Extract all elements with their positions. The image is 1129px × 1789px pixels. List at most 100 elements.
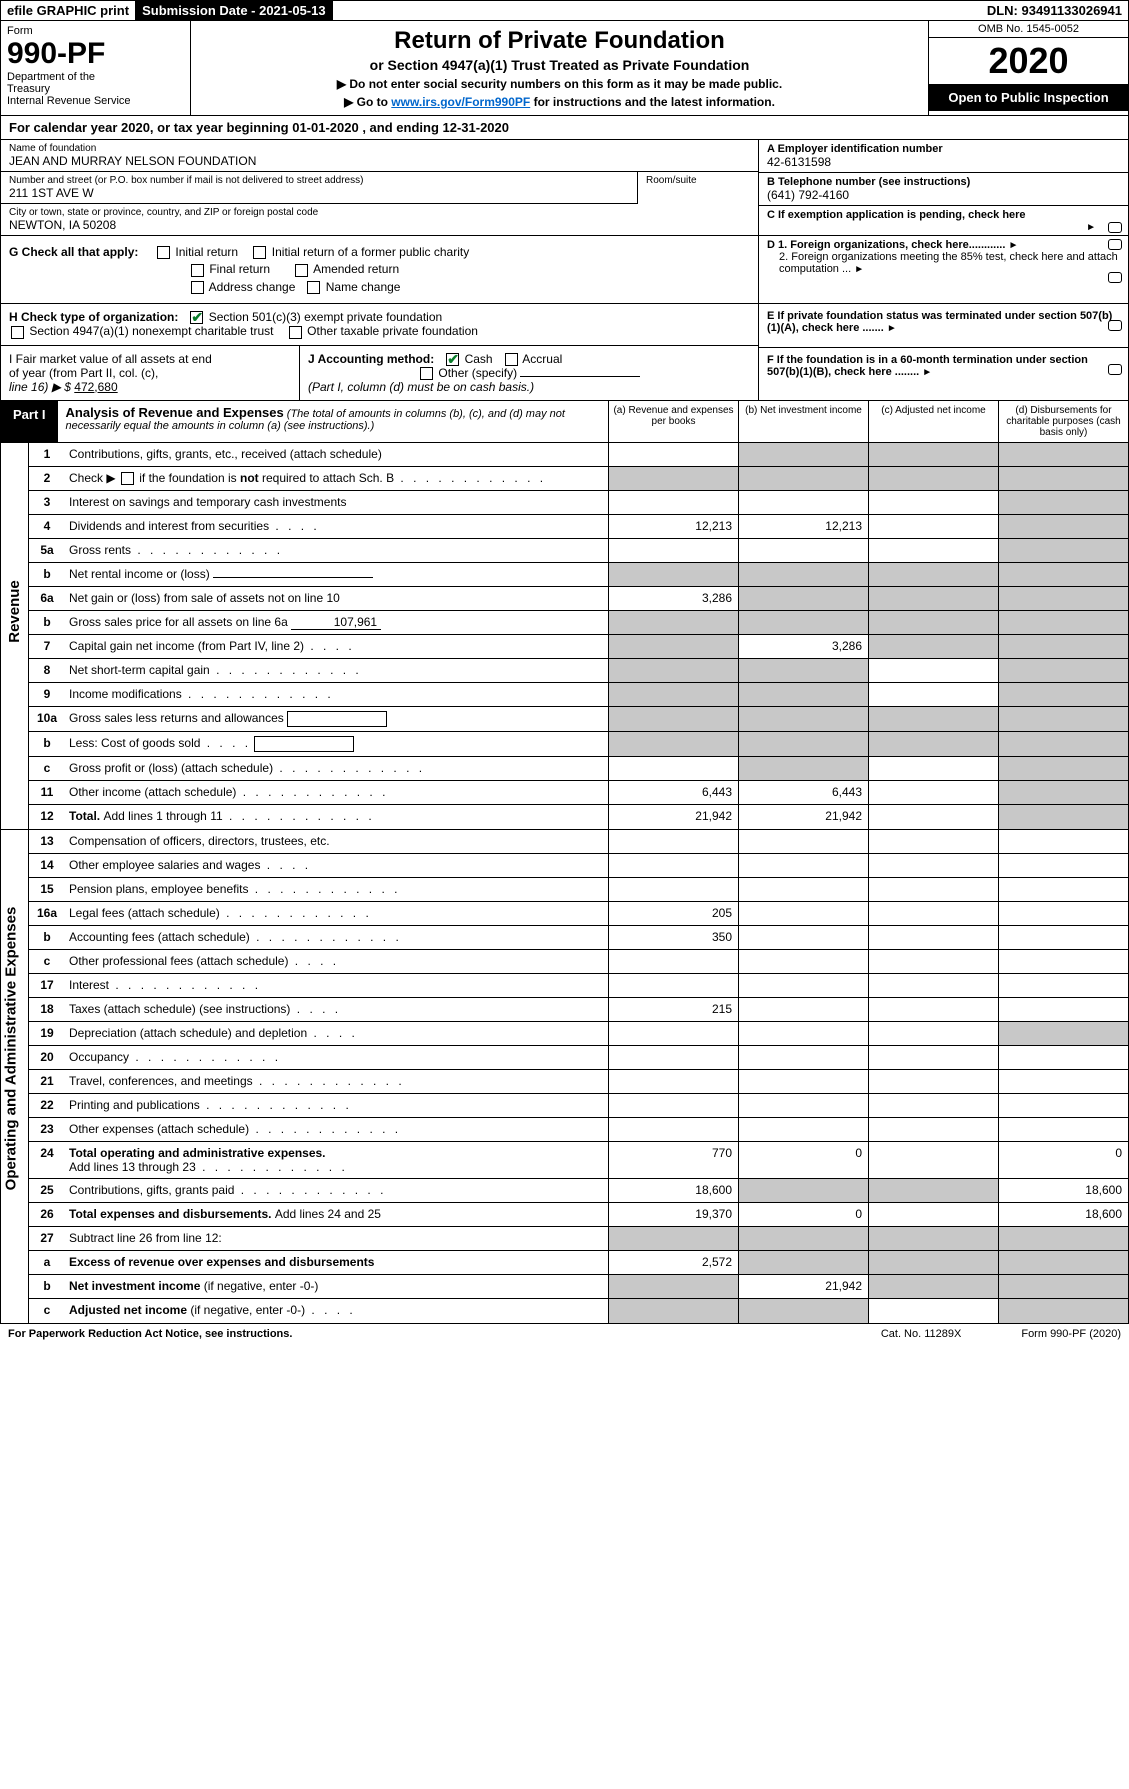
r8-desc: Net short-term capital gain bbox=[65, 659, 608, 682]
ein-label: A Employer identification number bbox=[767, 143, 1120, 155]
j-note: (Part I, column (d) must be on cash basi… bbox=[308, 380, 534, 394]
expenses-label: Operating and Administrative Expenses bbox=[2, 906, 19, 1190]
irs-link[interactable]: www.irs.gov/Form990PF bbox=[391, 95, 530, 109]
city-cell: City or town, state or province, country… bbox=[1, 204, 758, 235]
r2c: not bbox=[240, 471, 259, 485]
r17-desc: Interest bbox=[65, 974, 608, 997]
submission-date: Submission Date - 2021-05-13 bbox=[136, 1, 333, 20]
section-h: H Check type of organization: Section 50… bbox=[1, 304, 758, 346]
r11-col-b: 6,443 bbox=[738, 781, 868, 804]
r25-desc: Contributions, gifts, grants paid bbox=[65, 1179, 608, 1202]
header-left: Form 990-PF Department of the Treasury I… bbox=[1, 21, 191, 115]
row-5a: 5aGross rents bbox=[29, 539, 1128, 563]
dept-line2: Treasury bbox=[7, 83, 184, 95]
row-21: 21Travel, conferences, and meetings bbox=[29, 1070, 1128, 1094]
form-word: Form bbox=[7, 25, 184, 37]
r24-desc: Total operating and administrative expen… bbox=[65, 1142, 608, 1178]
r12-desc: Total. Add lines 1 through 11 bbox=[65, 805, 608, 829]
r25-col-a: 18,600 bbox=[608, 1179, 738, 1202]
r18-desc: Taxes (attach schedule) (see instruction… bbox=[65, 998, 608, 1021]
accrual-checkbox[interactable] bbox=[505, 353, 518, 366]
ein-cell: A Employer identification number 42-6131… bbox=[759, 140, 1128, 173]
r9-text: Income modifications bbox=[69, 687, 182, 701]
expenses-rows: 13Compensation of officers, directors, t… bbox=[29, 830, 1128, 1323]
r10b-desc: Less: Cost of goods sold bbox=[65, 732, 608, 756]
d1-checkbox[interactable] bbox=[1108, 239, 1122, 250]
c-checkbox[interactable] bbox=[1108, 222, 1122, 233]
r1-desc: Contributions, gifts, grants, etc., rece… bbox=[65, 443, 608, 466]
row-10b: bLess: Cost of goods sold bbox=[29, 732, 1128, 757]
g-o1: Initial return bbox=[175, 245, 238, 259]
r27c-text: (if negative, enter -0-) bbox=[187, 1303, 305, 1317]
d2-label: 2. Foreign organizations meeting the 85%… bbox=[779, 251, 1118, 275]
i-line1: I Fair market value of all assets at end bbox=[9, 352, 299, 366]
section-g-d: G Check all that apply: Initial return I… bbox=[0, 236, 1129, 304]
address-change-checkbox[interactable] bbox=[191, 281, 204, 294]
r18-col-a: 215 bbox=[608, 998, 738, 1021]
section-j: J Accounting method: Cash Accrual Other … bbox=[299, 346, 750, 400]
r26-bold: Total expenses and disbursements. bbox=[69, 1207, 275, 1221]
r5a-text: Gross rents bbox=[69, 543, 131, 557]
name-value: JEAN AND MURRAY NELSON FOUNDATION bbox=[9, 154, 750, 168]
r19-desc: Depreciation (attach schedule) and deple… bbox=[65, 1022, 608, 1045]
note-link: ▶ Go to www.irs.gov/Form990PF for instru… bbox=[197, 95, 922, 109]
4947-checkbox[interactable] bbox=[11, 326, 24, 339]
d2-checkbox[interactable] bbox=[1108, 272, 1122, 283]
f-checkbox[interactable] bbox=[1108, 364, 1122, 375]
dept-line3: Internal Revenue Service bbox=[7, 95, 184, 107]
address-value: 211 1ST AVE W bbox=[9, 186, 629, 200]
r26-text: Add lines 24 and 25 bbox=[275, 1207, 381, 1221]
r15-text: Pension plans, employee benefits bbox=[69, 882, 248, 896]
r26-col-d: 18,600 bbox=[998, 1203, 1128, 1226]
g-label: G Check all that apply: bbox=[9, 245, 138, 259]
501c3-checkbox[interactable] bbox=[190, 311, 203, 324]
row-25: 25Contributions, gifts, grants paid18,60… bbox=[29, 1179, 1128, 1203]
r6b-desc: Gross sales price for all assets on line… bbox=[65, 611, 608, 634]
row-8: 8Net short-term capital gain bbox=[29, 659, 1128, 683]
name-label: Name of foundation bbox=[9, 143, 750, 154]
r16b-desc: Accounting fees (attach schedule) bbox=[65, 926, 608, 949]
h-o1: Section 501(c)(3) exempt private foundat… bbox=[209, 310, 442, 324]
row-23: 23Other expenses (attach schedule) bbox=[29, 1118, 1128, 1142]
header-center: Return of Private Foundation or Section … bbox=[191, 21, 928, 115]
amended-return-checkbox[interactable] bbox=[295, 264, 308, 277]
i-line2: of year (from Part II, col. (c), bbox=[9, 366, 299, 380]
r16a-text: Legal fees (attach schedule) bbox=[69, 906, 220, 920]
row-3: 3Interest on savings and temporary cash … bbox=[29, 491, 1128, 515]
r2-desc: Check ▶ if the foundation is not require… bbox=[65, 467, 608, 490]
r16b-text: Accounting fees (attach schedule) bbox=[69, 930, 250, 944]
other-taxable-checkbox[interactable] bbox=[289, 326, 302, 339]
r16a-col-a: 205 bbox=[608, 902, 738, 925]
r26-col-a: 19,370 bbox=[608, 1203, 738, 1226]
dept-line1: Department of the bbox=[7, 71, 184, 83]
sch-b-checkbox[interactable] bbox=[121, 472, 134, 485]
r4-col-a: 12,213 bbox=[608, 515, 738, 538]
address-label: Number and street (or P.O. box number if… bbox=[9, 175, 629, 186]
r12-col-b: 21,942 bbox=[738, 805, 868, 829]
cash-checkbox[interactable] bbox=[446, 353, 459, 366]
row-27c: cAdjusted net income (if negative, enter… bbox=[29, 1299, 1128, 1323]
section-hij: H Check type of organization: Section 50… bbox=[0, 304, 1129, 401]
col-d-header: (d) Disbursements for charitable purpose… bbox=[998, 401, 1128, 442]
arrow-icon bbox=[1086, 221, 1096, 233]
r11-desc: Other income (attach schedule) bbox=[65, 781, 608, 804]
name-change-checkbox[interactable] bbox=[307, 281, 320, 294]
section-ij: I Fair market value of all assets at end… bbox=[1, 346, 758, 400]
r16c-desc: Other professional fees (attach schedule… bbox=[65, 950, 608, 973]
initial-former-checkbox[interactable] bbox=[253, 246, 266, 259]
r3-desc: Interest on savings and temporary cash i… bbox=[65, 491, 608, 514]
arrow-icon bbox=[922, 366, 932, 378]
omb-number: OMB No. 1545-0052 bbox=[929, 21, 1128, 38]
other-method-checkbox[interactable] bbox=[420, 367, 433, 380]
r21-text: Travel, conferences, and meetings bbox=[69, 1074, 253, 1088]
initial-return-checkbox[interactable] bbox=[157, 246, 170, 259]
form-header: Form 990-PF Department of the Treasury I… bbox=[0, 21, 1129, 116]
efile-label: efile GRAPHIC print bbox=[1, 1, 136, 20]
r15-desc: Pension plans, employee benefits bbox=[65, 878, 608, 901]
row-14: 14Other employee salaries and wages bbox=[29, 854, 1128, 878]
form-subtitle: or Section 4947(a)(1) Trust Treated as P… bbox=[197, 57, 922, 73]
final-return-checkbox[interactable] bbox=[191, 264, 204, 277]
info-right: A Employer identification number 42-6131… bbox=[758, 140, 1128, 235]
e-checkbox[interactable] bbox=[1108, 320, 1122, 331]
r22-text: Printing and publications bbox=[69, 1098, 200, 1112]
